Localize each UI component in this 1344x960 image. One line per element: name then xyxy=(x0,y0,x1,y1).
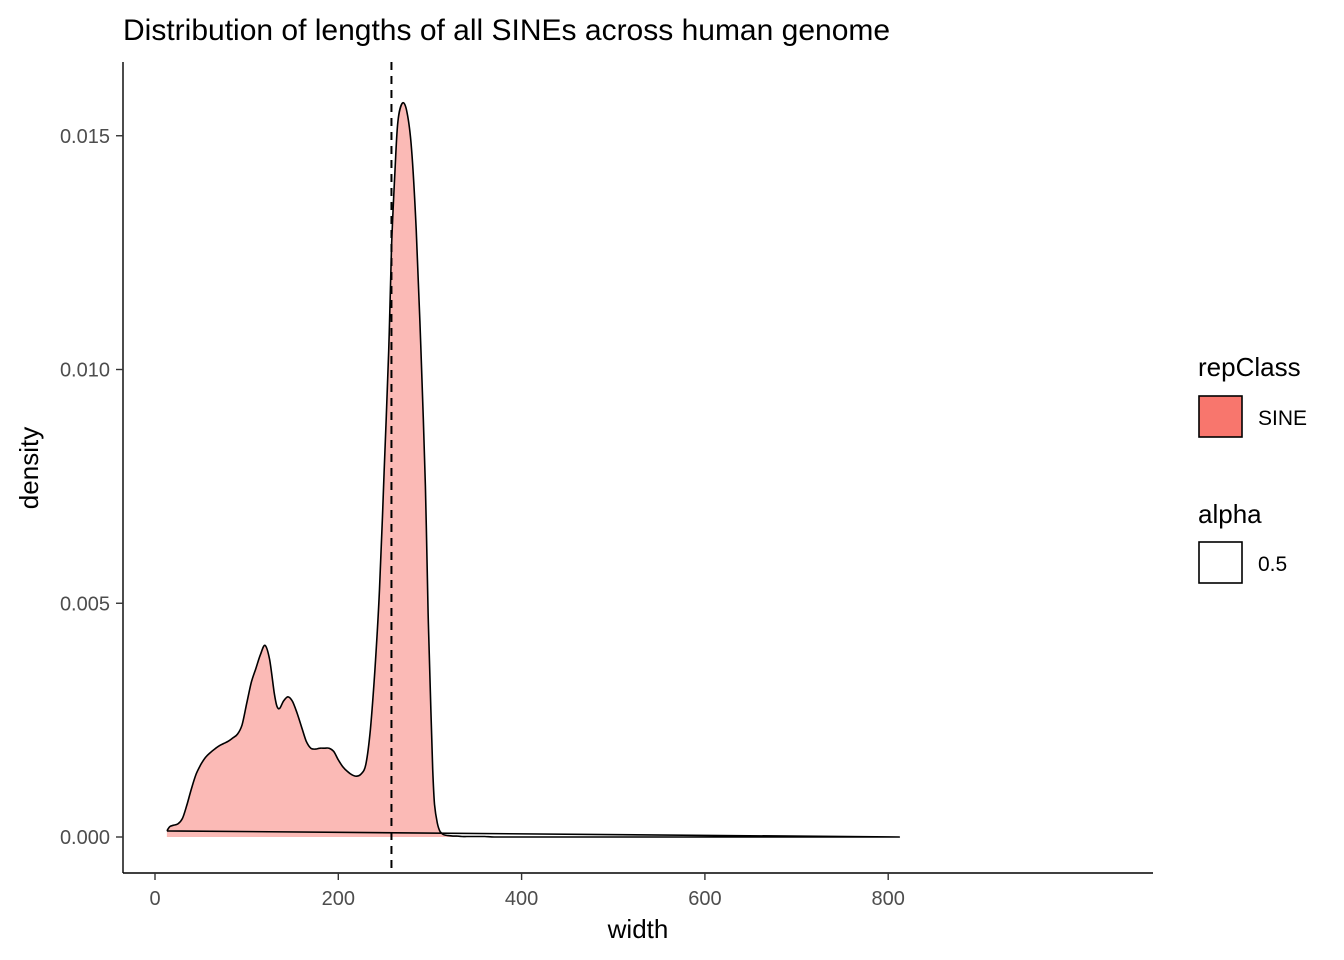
x-axis-label: width xyxy=(607,914,669,944)
x-tick-label: 200 xyxy=(322,888,355,910)
y-tick-label: 0.005 xyxy=(60,593,110,615)
plot-area xyxy=(166,62,901,873)
legend-title-alpha: alpha xyxy=(1198,499,1262,529)
x-tick-label: 0 xyxy=(149,888,160,910)
x-tick-label: 400 xyxy=(505,888,538,910)
y-tick-label: 0.015 xyxy=(60,126,110,148)
y-tick-label: 0.000 xyxy=(60,827,110,849)
legend-label-alpha: 0.5 xyxy=(1258,553,1287,576)
x-tick-label: 600 xyxy=(688,888,721,910)
density-area-sine xyxy=(166,102,900,837)
legend-label-sine: SINE xyxy=(1258,407,1307,430)
legend-key-alpha xyxy=(1198,541,1243,584)
y-axis-label: density xyxy=(14,427,44,509)
x-axis-ticks: 0 200 400 600 800 xyxy=(149,873,905,910)
x-tick-label: 800 xyxy=(872,888,905,910)
legend-key-sine xyxy=(1198,395,1243,438)
y-axis-ticks: 0.000 0.005 0.010 0.015 xyxy=(60,126,123,849)
chart-title: Distribution of lengths of all SINEs acr… xyxy=(123,14,890,47)
legend-repclass: repClass SINE xyxy=(1198,352,1307,438)
legend-title-repclass: repClass xyxy=(1198,352,1301,382)
legend-alpha: alpha 0.5 xyxy=(1198,499,1287,584)
y-tick-label: 0.010 xyxy=(60,360,110,382)
density-outline-sine xyxy=(166,101,901,838)
